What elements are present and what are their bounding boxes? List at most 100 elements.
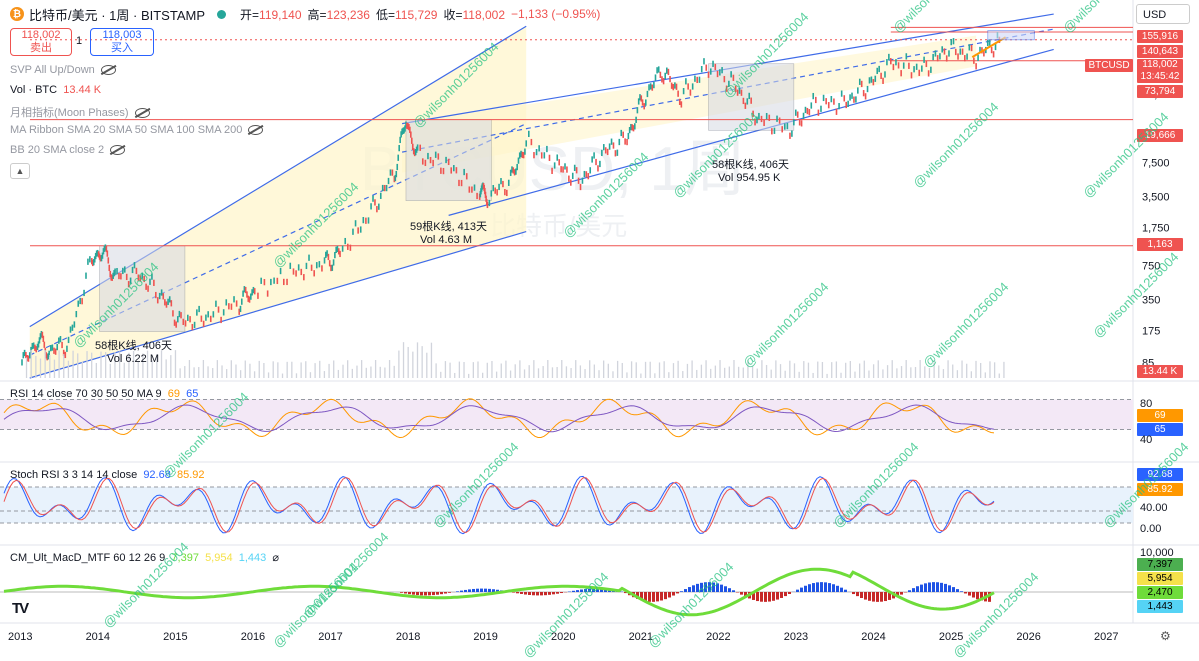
volume-bar — [189, 360, 190, 378]
price-candle — [911, 72, 913, 78]
volume-bar — [231, 360, 232, 378]
price-candle — [87, 259, 89, 265]
price-candle — [321, 265, 323, 271]
price-candle — [89, 256, 91, 262]
volume-bar — [696, 370, 697, 378]
macd-axis-10000: 10,000 — [1140, 547, 1174, 559]
indicator-moon[interactable]: 月相指标(Moon Phases) — [10, 104, 150, 120]
price-candle — [355, 220, 357, 226]
volume-bar — [63, 354, 64, 378]
symbol-tag: BTCUSD — [1085, 59, 1133, 72]
price-candle — [378, 204, 380, 210]
macd-histogram-bar — [856, 592, 859, 596]
buy-button[interactable]: 118,003 买入 — [90, 28, 154, 56]
price-candle — [784, 123, 786, 129]
volume-bar — [543, 366, 544, 378]
sell-button[interactable]: 118,002 卖出 — [10, 28, 72, 56]
price-axis-tick: 175 — [1142, 325, 1160, 337]
indicator-bb[interactable]: BB 20 SMA close 2 — [10, 144, 125, 156]
sell-label: 卖出 — [11, 42, 71, 55]
volume-bar — [715, 366, 716, 378]
price-candle — [289, 263, 291, 269]
price-candle — [440, 168, 442, 174]
volume-bar — [184, 366, 185, 378]
volume-bar — [598, 370, 599, 378]
macd-histogram-bar — [544, 592, 547, 595]
macd-histogram-bar — [764, 592, 767, 602]
currency-select[interactable]: USD — [1136, 4, 1190, 24]
volume-bar — [817, 362, 818, 378]
price-candle — [562, 166, 564, 172]
eye-hidden-icon[interactable] — [248, 125, 263, 135]
eye-hidden-icon[interactable] — [135, 108, 150, 118]
price-candle — [538, 145, 540, 151]
volume-bar — [533, 360, 534, 378]
price-candle — [210, 316, 212, 322]
volume-bar — [798, 372, 799, 378]
price-candle — [664, 73, 666, 79]
rsi-legend[interactable]: RSI 14 close 70 30 50 50 MA 9 69 65 — [10, 388, 198, 400]
price-candle — [851, 93, 853, 99]
macd-histogram-bar — [660, 592, 663, 600]
volume-bar — [761, 360, 762, 378]
price-candle — [74, 321, 76, 327]
price-candle — [185, 320, 187, 326]
eye-hidden-icon[interactable] — [101, 65, 116, 75]
trade-quantity[interactable]: 1 — [76, 35, 82, 47]
gear-icon[interactable]: ⚙ — [1160, 629, 1171, 643]
collapse-chevron-icon[interactable]: ▲ — [10, 163, 30, 179]
price-candle — [603, 144, 605, 150]
volume-bar — [920, 360, 921, 378]
volume-bar — [300, 362, 301, 378]
price-candle — [81, 298, 83, 304]
volume-bar — [380, 367, 381, 378]
macd-histogram-bar — [952, 587, 955, 592]
price-candle — [347, 244, 349, 250]
price-candle — [77, 301, 79, 307]
price-candle — [187, 315, 189, 321]
indicator-svp[interactable]: SVP All Up/Down — [10, 64, 116, 76]
eye-hidden-icon[interactable] — [110, 145, 125, 155]
macd-histogram-bar — [784, 592, 787, 596]
price-candle — [923, 57, 925, 63]
volume-bar — [356, 366, 357, 378]
price-candle — [502, 181, 504, 187]
price-candle — [746, 98, 748, 104]
volume-bar — [947, 360, 948, 378]
volume-bar — [882, 369, 883, 378]
price-candle — [342, 245, 344, 251]
price-candle — [795, 110, 797, 116]
macd-histogram-bar — [832, 584, 835, 592]
volume-bar — [110, 364, 111, 378]
tradingview-logo[interactable]: TV — [12, 600, 27, 617]
price-candle — [666, 68, 668, 74]
indicator-ribbon[interactable]: MA Ribbon SMA 20 SMA 50 SMA 100 SMA 200 — [10, 124, 263, 136]
price-candle — [597, 165, 599, 171]
price-candle — [776, 116, 778, 122]
macd-histogram-bar — [404, 592, 407, 593]
price-candle — [916, 64, 918, 70]
volume-bar — [887, 365, 888, 378]
volume-bar — [347, 360, 348, 378]
macd-histogram-bar — [572, 591, 575, 592]
price-candle — [576, 167, 578, 173]
indicator-vol[interactable]: Vol · BTC 13.44 K — [10, 84, 101, 96]
volume-bar — [966, 364, 967, 378]
volume-bar — [705, 360, 706, 378]
price-candle — [708, 72, 710, 78]
macd-histogram-bar — [648, 592, 651, 602]
price-candle — [72, 325, 74, 331]
symbol-title[interactable]: 比特币/美元 · 1周 · BITSTAMP — [29, 5, 205, 24]
volume-bar — [175, 350, 176, 378]
price-candle — [599, 161, 601, 167]
macd-legend[interactable]: CM_Ult_MacD_MTF 60 12 26 9 7,397 5,954 1… — [10, 551, 279, 564]
macd-histogram-bar — [732, 590, 735, 592]
macd-histogram-bar — [424, 592, 427, 595]
price-candle — [645, 99, 647, 105]
volume-bar — [710, 369, 711, 378]
price-candle — [787, 123, 789, 129]
volume-bar — [775, 360, 776, 378]
price-candle — [432, 160, 434, 166]
volume-bar — [622, 363, 623, 378]
volume-bar — [878, 360, 879, 378]
